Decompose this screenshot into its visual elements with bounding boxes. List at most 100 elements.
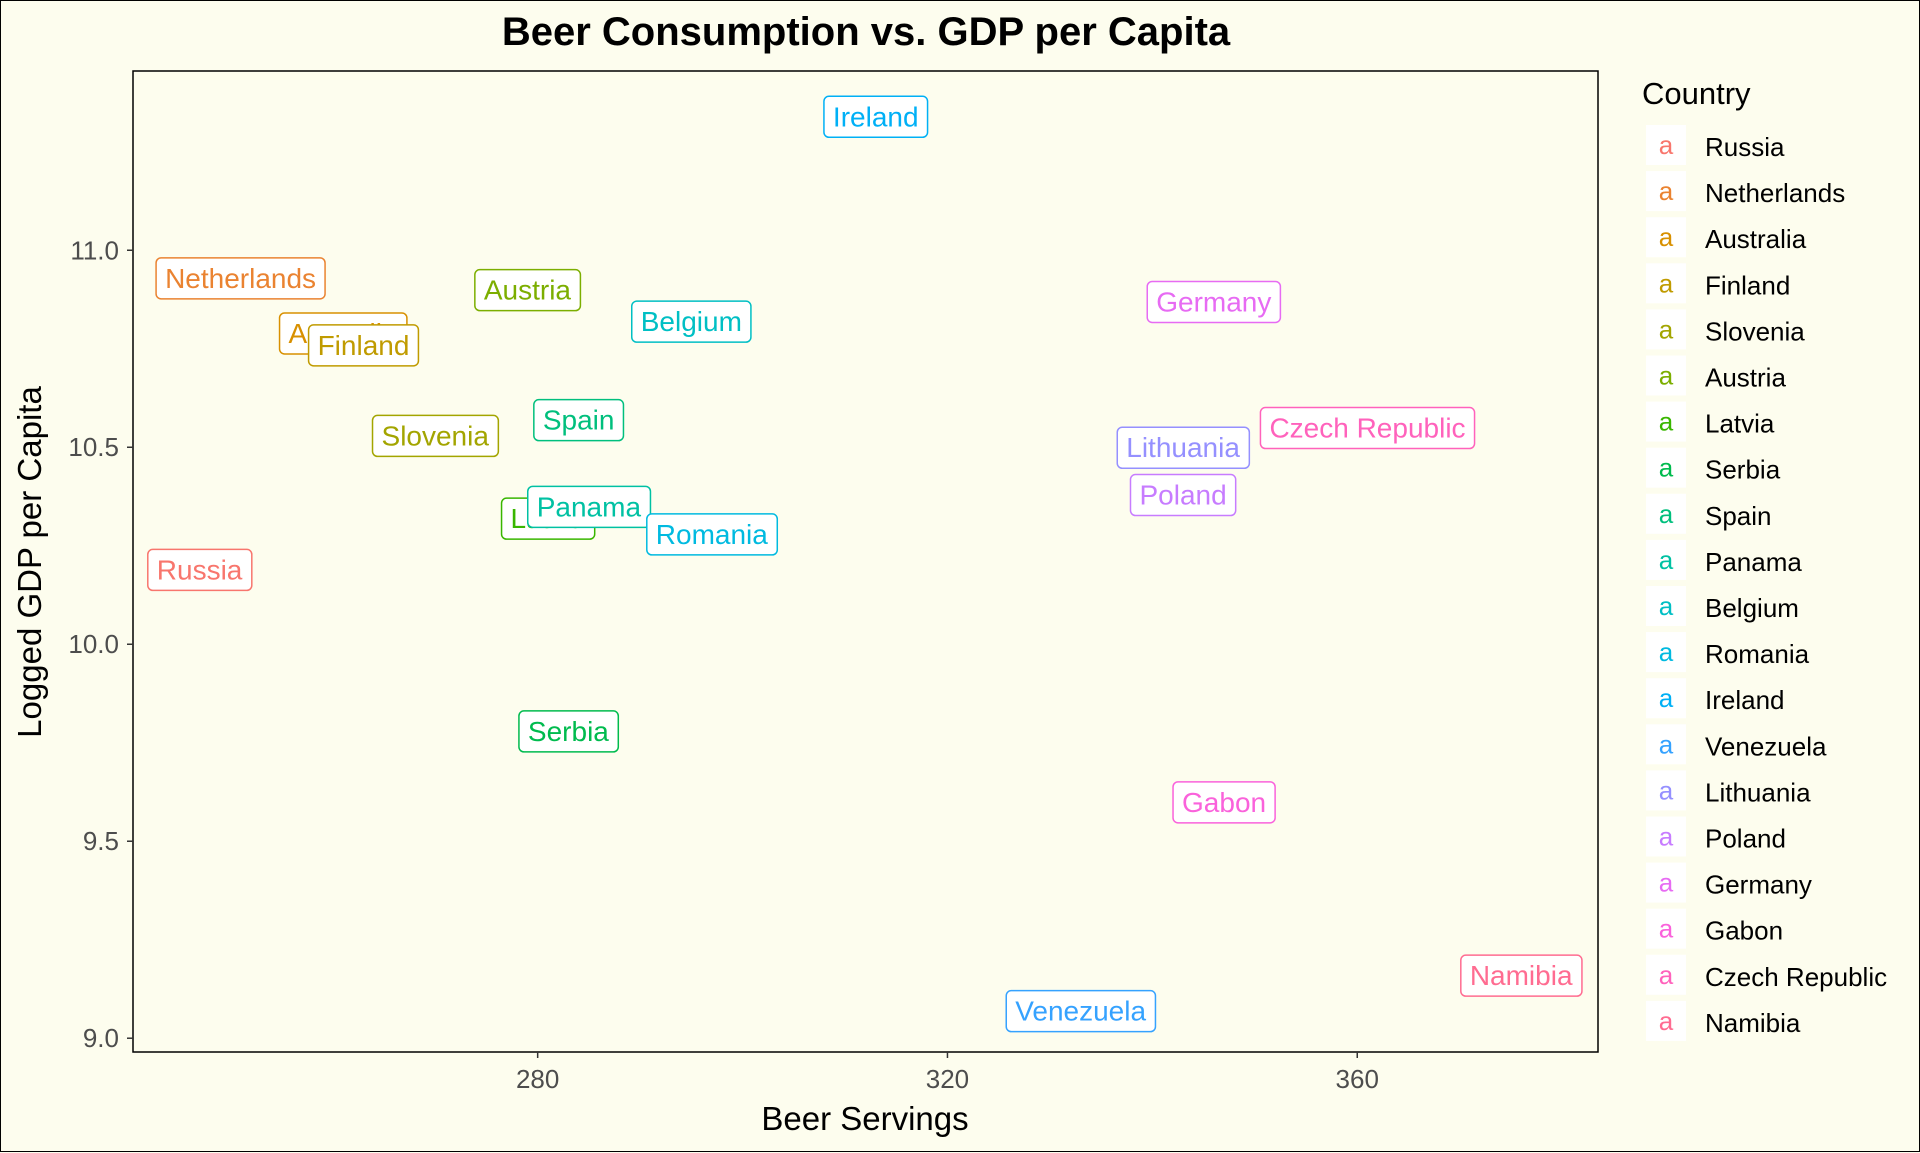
legend-item: a Spain (1646, 493, 1772, 534)
legend-key-bg (1646, 355, 1686, 396)
legend-label: Gabon (1705, 916, 1783, 946)
legend-item: a Germany (1646, 862, 1812, 903)
legend-label: Romania (1705, 639, 1810, 669)
legend-label: Lithuania (1705, 777, 1811, 807)
data-label-text: Namibia (1470, 960, 1573, 991)
data-label-slovenia: Slovenia (371, 414, 500, 458)
legend-key-glyph: a (1659, 130, 1674, 160)
data-label-box (631, 300, 752, 343)
data-label-serbia: Serbia (518, 710, 620, 753)
x-axis-title: Beer Servings (761, 1100, 968, 1137)
data-label-text: Serbia (528, 716, 609, 747)
legend-label: Czech Republic (1705, 962, 1887, 992)
legend-key-bg (1646, 309, 1686, 350)
legend-label: Panama (1705, 547, 1802, 577)
legend-key-glyph: a (1659, 499, 1674, 529)
legend-key-bg (1646, 632, 1686, 673)
legend-title: Country (1642, 76, 1751, 111)
legend-item: a Lithuania (1646, 770, 1811, 811)
legend-key-bg (1646, 816, 1686, 857)
data-label-box (147, 548, 253, 592)
legend-key-glyph: a (1659, 637, 1674, 667)
legend-item: a Australia (1646, 217, 1807, 258)
legend-key-glyph: a (1659, 222, 1674, 252)
legend-key-bg (1646, 724, 1686, 765)
legend-key-bg (1646, 862, 1686, 903)
x-tick-label: 360 (1336, 1064, 1379, 1094)
legend-label: Germany (1705, 870, 1812, 900)
data-label-box (1146, 280, 1282, 324)
legend-label: Finland (1705, 270, 1790, 300)
legend-key-bg (1646, 263, 1686, 304)
data-label-text: Ireland (833, 101, 919, 132)
legend-key-glyph: a (1659, 822, 1674, 852)
legend-key-bg (1646, 908, 1686, 949)
data-label-box (155, 257, 326, 300)
legend-item: a Czech Republic (1646, 954, 1887, 995)
data-label-box (1259, 406, 1476, 450)
x-tick-label: 280 (516, 1064, 559, 1094)
legend-key-bg (1646, 171, 1686, 212)
legend-key-glyph: a (1659, 361, 1674, 391)
legend-key-bg (1646, 401, 1686, 442)
data-label-box (371, 414, 500, 458)
legend-label: Slovenia (1705, 316, 1805, 346)
legend-label: Australia (1705, 224, 1807, 254)
legend-key-glyph: a (1659, 683, 1674, 713)
legend-key-bg (1646, 447, 1686, 488)
legend-key-glyph: a (1659, 268, 1674, 298)
legend-key-bg (1646, 493, 1686, 534)
legend-key-glyph: a (1659, 868, 1674, 898)
legend-item: a Austria (1646, 355, 1786, 396)
data-label-text: Belgium (641, 306, 742, 337)
legend-label: Ireland (1705, 685, 1785, 715)
legend-key-glyph: a (1659, 545, 1674, 575)
data-label-text: Slovenia (382, 420, 490, 451)
legend-key-bg (1646, 539, 1686, 580)
data-label-text: Venezuela (1015, 996, 1146, 1027)
legend-label: Namibia (1705, 1008, 1801, 1038)
data-label-text: Panama (537, 491, 642, 522)
data-label-germany: Germany (1146, 280, 1282, 324)
data-label-spain: Spain (533, 398, 625, 442)
legend-label: Belgium (1705, 593, 1799, 623)
legend-key-bg (1646, 217, 1686, 258)
x-tick-label: 320 (926, 1064, 969, 1094)
legend-item: a Poland (1646, 816, 1786, 857)
data-label-finland: Finland (307, 324, 420, 367)
data-label-lithuania: Lithuania (1116, 426, 1251, 469)
legend-item: a Belgium (1646, 586, 1799, 626)
country-labels: RussiaNetherlandsAustraliaFinlandSloveni… (147, 95, 1583, 1033)
data-label-box (1116, 426, 1251, 469)
legend-key-glyph: a (1659, 314, 1674, 344)
legend-item: a Namibia (1646, 1000, 1801, 1041)
data-label-box (1172, 781, 1276, 824)
data-label-netherlands: Netherlands (155, 257, 326, 300)
legend-items: a Russia a Netherlands a Australia a Finland a Sl… (1646, 125, 1887, 1041)
data-label-text: Spain (543, 405, 615, 436)
legend-item: a Venezuela (1646, 724, 1827, 765)
legend-key-bg (1646, 954, 1686, 995)
data-label-panama: Panama (526, 485, 652, 529)
legend-key-glyph: a (1659, 407, 1674, 437)
data-label-box (823, 95, 929, 139)
data-label-belgium: Belgium (631, 300, 752, 343)
data-label-text: Gabon (1182, 787, 1266, 818)
data-label-gabon: Gabon (1172, 781, 1276, 824)
y-axis-title: Logged GDP per Capita (11, 386, 48, 738)
data-label-text: Austria (484, 275, 572, 306)
data-label-venezuela: Venezuela (1005, 989, 1157, 1033)
data-label-text: Poland (1139, 480, 1226, 511)
data-label-text: Finland (318, 330, 410, 361)
legend-item: a Gabon (1646, 908, 1783, 949)
legend-key-glyph: a (1659, 914, 1674, 944)
legend-label: Austria (1705, 363, 1786, 393)
data-label-box (526, 485, 652, 529)
legend-label: Netherlands (1705, 178, 1845, 208)
y-tick-label: 10.5 (68, 432, 119, 462)
legend-item: a Ireland (1646, 678, 1785, 719)
legend-item: a Slovenia (1646, 309, 1805, 350)
legend-key-glyph: a (1659, 729, 1674, 759)
y-tick-label: 9.0 (83, 1023, 119, 1053)
